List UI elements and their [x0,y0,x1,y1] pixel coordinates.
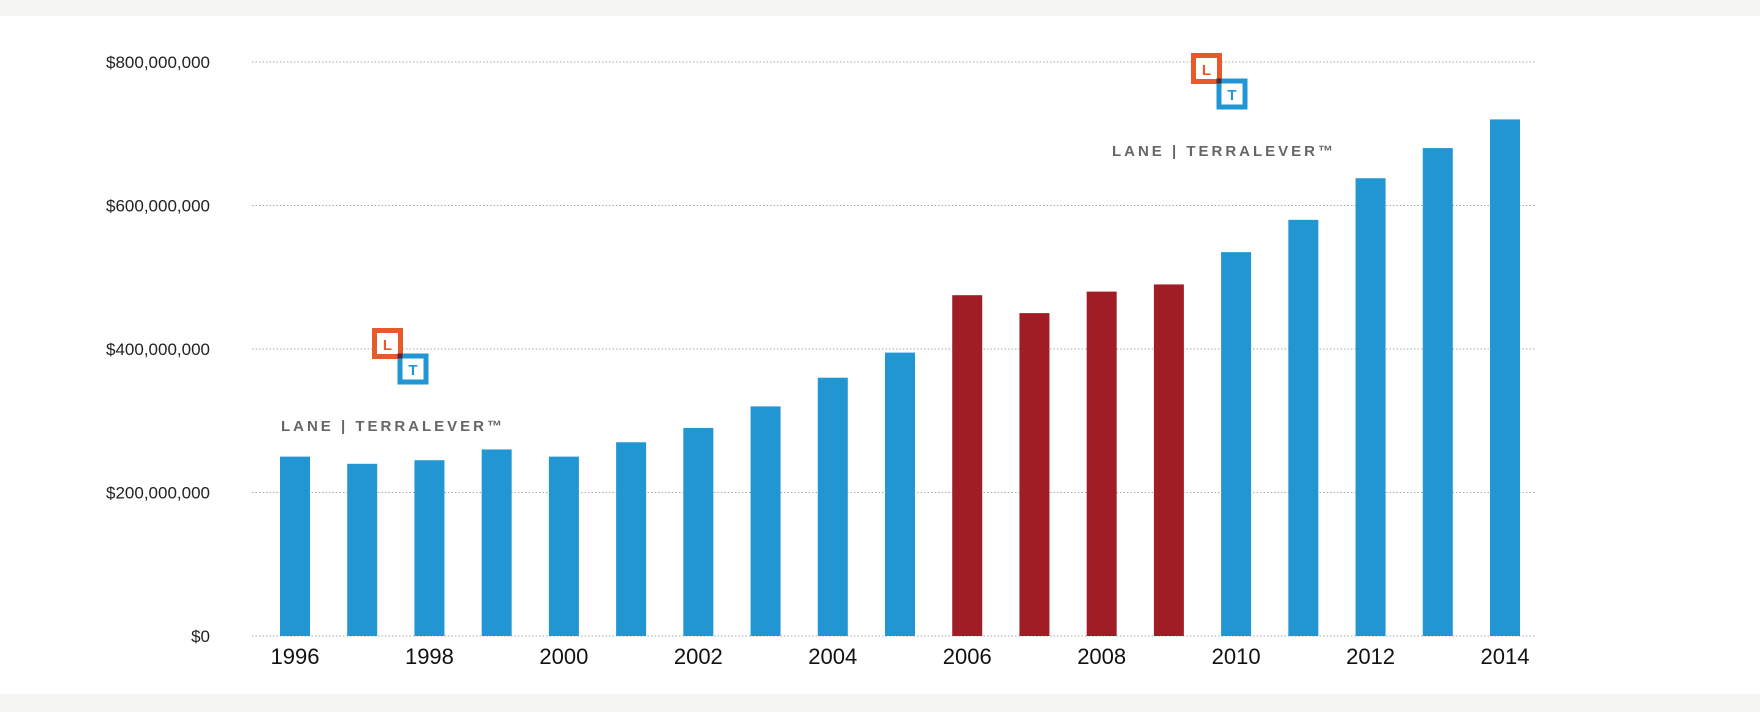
bars [280,119,1520,637]
logo-wordmark: LANE | TERRALEVER™ [1112,143,1336,160]
logo-overlap [397,353,403,359]
bar-1996 [280,456,310,636]
x-tick-label: 2000 [539,644,588,669]
y-tick-label: $800,000,000 [106,53,210,72]
logo-wordmark: LANE | TERRALEVER™ [281,418,505,435]
logo-l-square [372,328,403,359]
bar-2002 [683,427,714,636]
x-tick-label: 2014 [1481,644,1530,669]
lane-terralever-logo-right: LT LANE | TERRALEVER™ [1112,53,1336,160]
x-tick-label: 2012 [1346,644,1395,669]
bar-2013 [1422,148,1453,636]
bar-2008 [1086,291,1117,636]
bar-2012 [1355,178,1386,637]
logo-t-square [1216,78,1248,110]
chart-card: $0 $200,000,000 $400,000,000 $600,000,000 $8… [0,16,1760,694]
bar-2000 [548,456,579,636]
logo-l-letter: L [1202,62,1211,79]
bar-2007 [1019,313,1050,636]
bar-2010 [1221,252,1252,636]
bar-2009 [1153,284,1184,636]
logo-t-letter: T [1227,87,1236,104]
x-axis-ticks: 1996 1998 2000 2002 2004 2006 2008 2010 2012 2014 [271,644,1530,669]
lane-terralever-logo-left: LT LANE | TERRALEVER™ [281,328,505,435]
bar-1999 [481,449,512,636]
bar-2011 [1288,219,1319,636]
logo-l-letter: L [383,337,392,354]
x-tick-label: 2010 [1212,644,1261,669]
x-tick-label: 1998 [405,644,454,669]
x-tick-label: 2008 [1077,644,1126,669]
logo-t-square [397,353,429,385]
bar-2004 [817,377,848,636]
y-tick-label: $600,000,000 [106,197,210,216]
bar-2006 [952,295,983,636]
logo-t-letter: T [408,362,417,379]
logo-l-square [1191,53,1222,84]
logo-overlap [1216,78,1222,84]
bar-1998 [414,460,445,636]
y-tick-label: $200,000,000 [106,484,210,503]
x-tick-label: 2006 [943,644,992,669]
bar-2003 [750,406,781,636]
x-tick-label: 2002 [674,644,723,669]
x-tick-label: 2004 [808,644,857,669]
bar-2014 [1490,119,1520,636]
bar-1997 [347,463,378,636]
bar-2001 [616,442,647,636]
x-tick-label: 1996 [271,644,320,669]
y-axis-ticks: $0 $200,000,000 $400,000,000 $600,000,000 $8… [106,53,210,646]
y-tick-label: $0 [191,627,210,646]
bar-chart: $0 $200,000,000 $400,000,000 $600,000,000 $8… [106,53,1535,669]
y-tick-label: $400,000,000 [106,340,210,359]
bar-2005 [885,352,915,636]
